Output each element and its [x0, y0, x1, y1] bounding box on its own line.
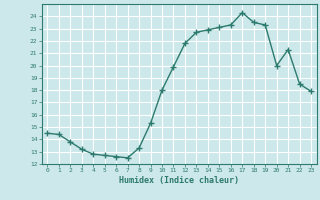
X-axis label: Humidex (Indice chaleur): Humidex (Indice chaleur) — [119, 176, 239, 185]
